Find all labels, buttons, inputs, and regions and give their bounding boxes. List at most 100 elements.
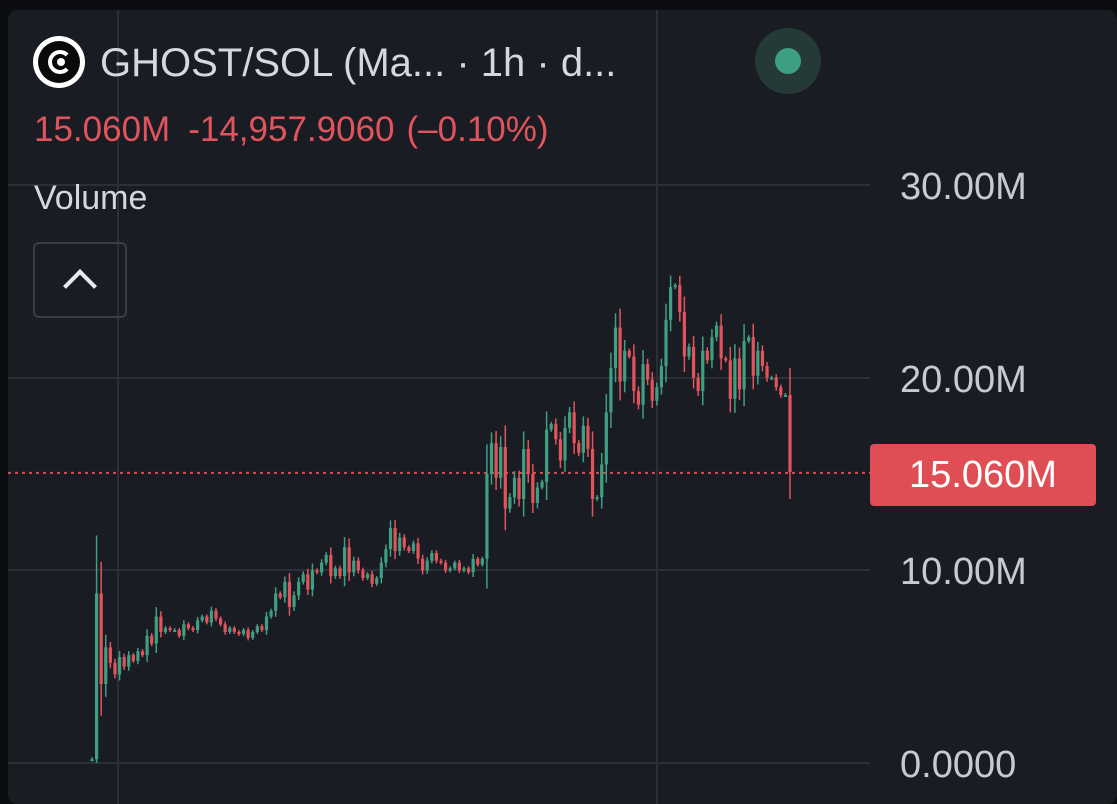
candle-body [407, 547, 411, 552]
candle-body [182, 624, 186, 636]
candle-body [402, 537, 406, 548]
candle-body [664, 319, 668, 367]
candle-body [310, 570, 315, 590]
candle-body [99, 593, 103, 685]
candle-body [301, 574, 305, 582]
logo-dot [57, 58, 65, 66]
candle-body [127, 655, 131, 667]
candle-body [779, 387, 783, 396]
candle-body [448, 568, 452, 571]
candle-body [526, 448, 530, 474]
candle-body [113, 662, 117, 675]
chevron-up-icon [63, 269, 97, 303]
candle-body [788, 395, 792, 473]
collapse-button[interactable] [33, 242, 127, 318]
candle-body [508, 497, 512, 509]
candle-body [549, 423, 553, 430]
candle-body [747, 337, 751, 342]
candle-body [425, 560, 429, 571]
candle-body [609, 368, 613, 413]
candle-body [108, 647, 112, 663]
candle-body [443, 562, 448, 571]
candle-body [94, 593, 99, 760]
candle-body [751, 337, 755, 376]
candle-body [577, 443, 581, 453]
candle-body [274, 593, 278, 611]
candle-body [375, 578, 379, 584]
candle-body [646, 364, 650, 380]
candle-body [760, 350, 765, 367]
last-value: 15.060M [34, 110, 171, 149]
candle-body [283, 581, 287, 598]
candle-body [177, 630, 181, 636]
candle-body [416, 543, 420, 559]
candle-body [499, 447, 503, 478]
chart-panel [8, 10, 1117, 804]
candle-body [623, 350, 627, 382]
candle-body [209, 610, 213, 623]
candle-body [512, 477, 517, 498]
candle-body [191, 628, 195, 631]
candle-body [655, 387, 659, 401]
candle-body [678, 285, 682, 313]
candle-body [517, 477, 521, 500]
candle-body [214, 610, 218, 619]
candle-body [241, 630, 246, 634]
candle-body [540, 481, 544, 488]
candle-body [705, 350, 709, 361]
candle-body [489, 443, 494, 474]
candle-body [306, 574, 310, 590]
candle-body [315, 570, 319, 573]
candle-body [398, 537, 402, 552]
change-percent: (–0.10%) [406, 110, 549, 149]
candle-body [117, 657, 122, 675]
candle-body [218, 618, 223, 625]
candle-body [287, 581, 292, 607]
candle-body [659, 366, 664, 388]
candle-body [264, 616, 269, 631]
candle-body [627, 350, 631, 357]
status-indicator [755, 28, 821, 94]
candle-body [503, 447, 507, 509]
candle-body [733, 358, 737, 399]
candle-body [696, 377, 700, 392]
candle-body [457, 562, 461, 571]
candle-body [352, 560, 356, 573]
candle-body [480, 558, 484, 565]
candle-body [600, 464, 604, 498]
indicator-label: Volume [34, 179, 148, 217]
candle-body [563, 427, 567, 461]
candle-body [163, 628, 168, 632]
candle-body [260, 626, 264, 631]
candle-body [691, 346, 696, 378]
y-tick-label-30m: 30.00M [900, 166, 1027, 208]
candle-body [228, 628, 232, 632]
candle-body [329, 554, 333, 577]
candle-body [370, 574, 374, 584]
candle-body [356, 560, 360, 571]
candle-body [613, 327, 618, 369]
candle-body [246, 630, 250, 638]
status-dot-icon [775, 48, 801, 74]
candle-body [567, 412, 572, 428]
y-axis: 30.00M 20.00M 10.00M 0.0000 [900, 166, 1027, 786]
volume-bars [90, 275, 792, 763]
current-value-label: 15.060M [870, 444, 1096, 506]
candle-body [701, 350, 705, 392]
pair-title[interactable]: GHOST/SOL (Ma... · 1h · d... [100, 41, 617, 85]
candle-body [439, 560, 443, 563]
candle-body [297, 581, 301, 596]
candle-body [269, 610, 273, 617]
candle-body [292, 595, 296, 607]
candle-body [572, 412, 576, 444]
candle-body [361, 570, 365, 579]
candle-body [485, 474, 489, 559]
candle-body [558, 439, 562, 461]
candle-body [476, 558, 480, 565]
candle-body [393, 527, 397, 552]
candle-body [159, 616, 163, 632]
candle-body [669, 287, 673, 320]
candle-body [196, 620, 200, 631]
candle-body [237, 631, 241, 634]
candle-body [223, 624, 227, 632]
